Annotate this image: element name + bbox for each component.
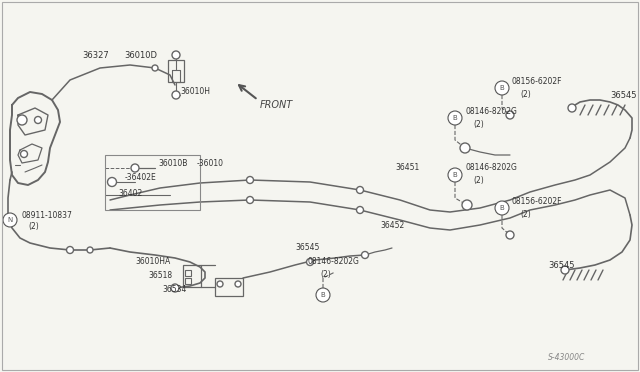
Circle shape bbox=[171, 284, 179, 292]
Circle shape bbox=[20, 151, 28, 157]
Text: (2): (2) bbox=[28, 222, 39, 231]
Text: 36010H: 36010H bbox=[180, 87, 210, 96]
Text: 36327: 36327 bbox=[82, 51, 109, 60]
Circle shape bbox=[35, 116, 42, 124]
Bar bbox=[215, 278, 243, 296]
Text: -36010: -36010 bbox=[197, 158, 224, 167]
Circle shape bbox=[87, 247, 93, 253]
Text: -36402E: -36402E bbox=[125, 173, 157, 183]
Text: 36545: 36545 bbox=[548, 260, 575, 269]
Text: 36545: 36545 bbox=[610, 90, 637, 99]
Circle shape bbox=[448, 111, 462, 125]
Circle shape bbox=[561, 266, 569, 274]
Text: S-43000C: S-43000C bbox=[548, 353, 586, 362]
Text: 08911-10837: 08911-10837 bbox=[22, 211, 73, 219]
Text: B: B bbox=[452, 115, 458, 121]
Text: (2): (2) bbox=[473, 176, 484, 185]
Circle shape bbox=[495, 201, 509, 215]
Text: 36010D: 36010D bbox=[124, 51, 157, 60]
Circle shape bbox=[67, 247, 74, 253]
Text: 08156-6202F: 08156-6202F bbox=[512, 198, 563, 206]
Bar bbox=[185, 278, 191, 284]
Text: 36010B: 36010B bbox=[158, 158, 188, 167]
Circle shape bbox=[108, 177, 116, 186]
Circle shape bbox=[217, 281, 223, 287]
Bar bbox=[168, 60, 184, 82]
Text: N: N bbox=[8, 217, 13, 223]
Circle shape bbox=[506, 111, 514, 119]
Text: (2): (2) bbox=[320, 270, 331, 279]
Circle shape bbox=[17, 115, 27, 125]
Circle shape bbox=[246, 176, 253, 183]
Text: 08146-8202G: 08146-8202G bbox=[307, 257, 359, 266]
Circle shape bbox=[3, 213, 17, 227]
Circle shape bbox=[495, 81, 509, 95]
Circle shape bbox=[152, 65, 158, 71]
Circle shape bbox=[316, 288, 330, 302]
Text: B: B bbox=[452, 172, 458, 178]
Circle shape bbox=[448, 168, 462, 182]
Text: (2): (2) bbox=[520, 209, 531, 218]
Text: B: B bbox=[500, 85, 504, 91]
Text: 08146-8202G: 08146-8202G bbox=[465, 164, 517, 173]
Text: 36545: 36545 bbox=[295, 244, 319, 253]
Text: 36402: 36402 bbox=[118, 189, 142, 199]
Circle shape bbox=[460, 143, 470, 153]
Text: (2): (2) bbox=[520, 90, 531, 99]
Circle shape bbox=[506, 231, 514, 239]
Circle shape bbox=[462, 200, 472, 210]
Text: 08156-6202F: 08156-6202F bbox=[512, 77, 563, 87]
Text: 08146-8202G: 08146-8202G bbox=[465, 108, 517, 116]
Circle shape bbox=[131, 164, 139, 172]
Text: FRONT: FRONT bbox=[260, 100, 293, 110]
Text: 36534: 36534 bbox=[162, 285, 186, 295]
Text: 36452: 36452 bbox=[380, 221, 404, 230]
Circle shape bbox=[356, 206, 364, 214]
Circle shape bbox=[362, 251, 369, 259]
Circle shape bbox=[356, 186, 364, 193]
Circle shape bbox=[246, 196, 253, 203]
Text: 36518: 36518 bbox=[148, 270, 172, 279]
Circle shape bbox=[172, 91, 180, 99]
Circle shape bbox=[307, 259, 314, 266]
Circle shape bbox=[172, 51, 180, 59]
Bar bbox=[185, 270, 191, 276]
Circle shape bbox=[568, 104, 576, 112]
Text: 36010HA: 36010HA bbox=[135, 257, 170, 266]
Bar bbox=[105, 155, 200, 210]
Text: 36451: 36451 bbox=[395, 164, 419, 173]
Text: (2): (2) bbox=[473, 119, 484, 128]
Text: B: B bbox=[321, 292, 325, 298]
Bar bbox=[183, 265, 201, 287]
Circle shape bbox=[235, 281, 241, 287]
Text: B: B bbox=[500, 205, 504, 211]
